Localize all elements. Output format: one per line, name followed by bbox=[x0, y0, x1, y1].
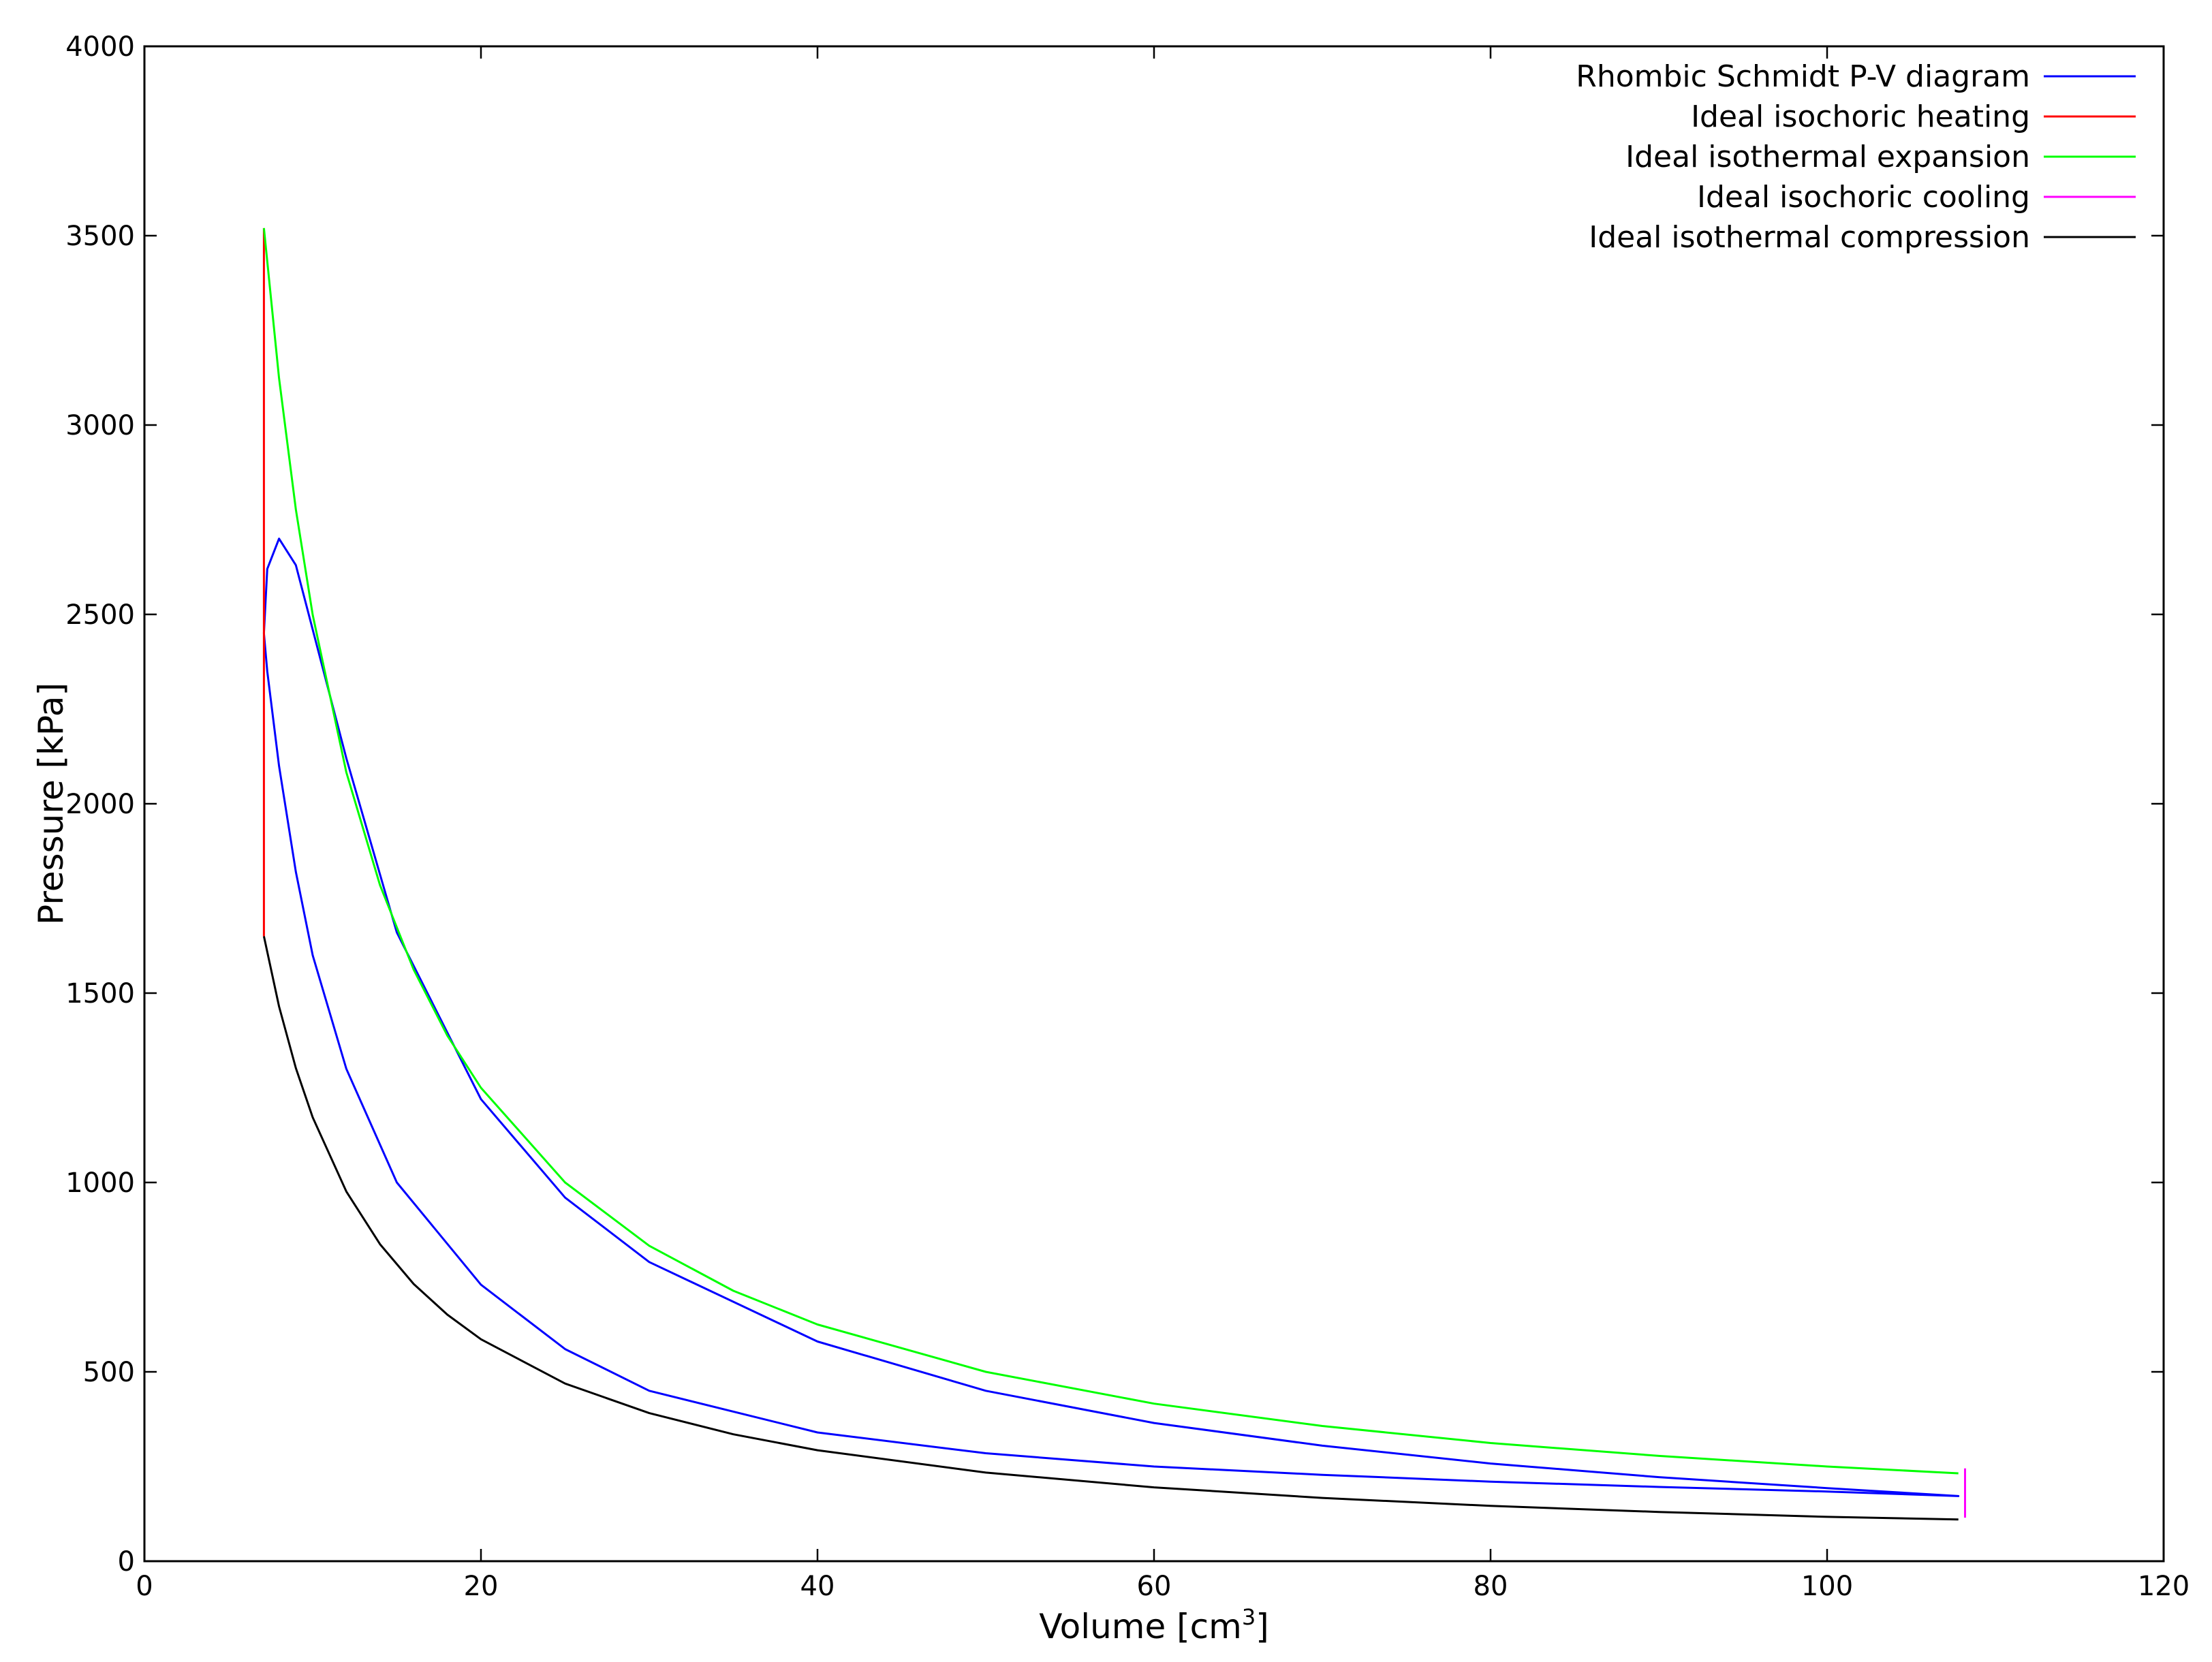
x-tick-label-1: 20 bbox=[464, 1571, 499, 1602]
y-tick-label-0: 0 bbox=[118, 1546, 135, 1578]
legend-label-1: Ideal isochoric heating bbox=[1691, 99, 2030, 134]
y-tick-label-6: 3000 bbox=[65, 410, 135, 441]
tick-marks bbox=[143, 45, 2165, 1563]
x-tick-label-5: 100 bbox=[1801, 1571, 1853, 1602]
x-tick-label-3: 60 bbox=[1137, 1571, 1172, 1602]
series-lines bbox=[262, 228, 1966, 1521]
legend-label-4: Ideal isothermal compression bbox=[1589, 220, 2030, 255]
y-axis-label: Pressure [kPa] bbox=[31, 683, 71, 925]
y-tick-label-4: 2000 bbox=[65, 789, 135, 820]
series-line-4 bbox=[262, 936, 1959, 1521]
x-tick-label-0: 0 bbox=[136, 1571, 153, 1602]
y-tick-label-7: 3500 bbox=[65, 221, 135, 252]
x-axis-label: Volume [cm3] bbox=[1039, 1604, 1268, 1646]
y-tick-label-2: 1000 bbox=[65, 1167, 135, 1199]
y-tick-label-3: 1500 bbox=[65, 978, 135, 1009]
series-line-2 bbox=[262, 228, 1959, 1475]
y-tick-label-5: 2500 bbox=[65, 599, 135, 631]
x-tick-label-4: 80 bbox=[1474, 1571, 1508, 1602]
legend-label-2: Ideal isothermal expansion bbox=[1625, 140, 2030, 174]
tick-labels: 0 20 40 60 80 100 120 0 500 1000 1500 2000 2500 3000 3… bbox=[65, 31, 2190, 1602]
y-tick-label-1: 500 bbox=[83, 1357, 135, 1388]
legend: Rhombic Schmidt P-V diagram Ideal isochor… bbox=[1576, 59, 2136, 255]
x-tick-label-6: 120 bbox=[2138, 1571, 2190, 1602]
plot-frame bbox=[143, 45, 2165, 1563]
x-tick-label-2: 40 bbox=[800, 1571, 835, 1602]
y-tick-label-8: 4000 bbox=[65, 31, 135, 63]
legend-label-0: Rhombic Schmidt P-V diagram bbox=[1576, 59, 2030, 94]
series-line-0 bbox=[262, 537, 1960, 1497]
legend-label-3: Ideal isochoric cooling bbox=[1697, 180, 2030, 215]
